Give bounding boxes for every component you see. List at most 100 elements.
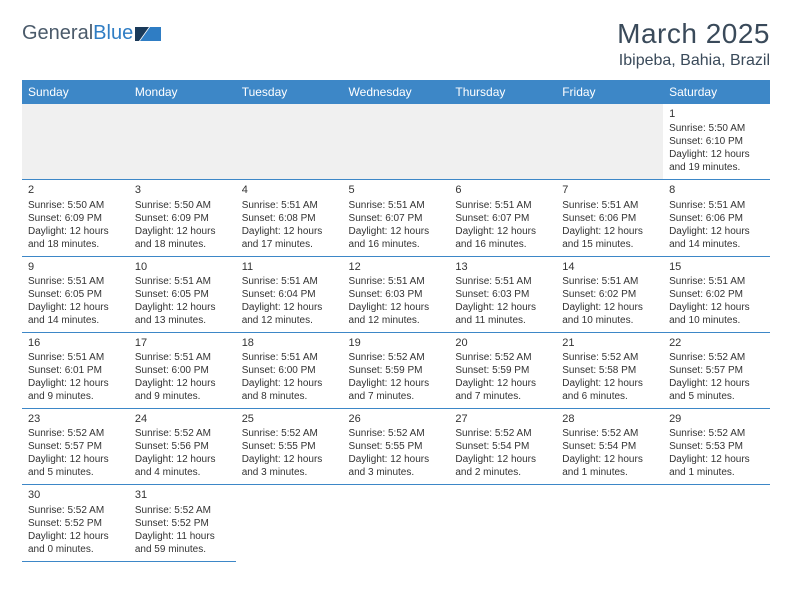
daylight-line-1: Daylight: 12 hours [562,453,657,466]
day-number: 29 [669,412,764,426]
calendar-header-row: SundayMondayTuesdayWednesdayThursdayFrid… [22,80,770,104]
calendar-day-cell: 16Sunrise: 5:51 AMSunset: 6:01 PMDayligh… [22,332,129,408]
calendar-empty-cell [556,104,663,180]
daylight-line-1: Daylight: 12 hours [562,377,657,390]
sunset-line: Sunset: 6:00 PM [135,364,230,377]
location: Ibipeba, Bahia, Brazil [617,52,770,70]
calendar-empty-cell [556,485,663,561]
daylight-line-2: and 10 minutes. [669,314,764,327]
sunrise-line: Sunrise: 5:52 AM [562,427,657,440]
calendar-empty-cell [343,104,450,180]
sunrise-line: Sunrise: 5:52 AM [135,427,230,440]
day-number: 30 [28,488,123,502]
daylight-line-2: and 0 minutes. [28,543,123,556]
sunrise-line: Sunrise: 5:51 AM [455,199,550,212]
calendar-empty-cell [449,104,556,180]
calendar-day-cell: 30Sunrise: 5:52 AMSunset: 5:52 PMDayligh… [22,485,129,561]
calendar-day-cell: 19Sunrise: 5:52 AMSunset: 5:59 PMDayligh… [343,332,450,408]
month-title: March 2025 [617,18,770,50]
day-number: 12 [349,260,444,274]
daylight-line-1: Daylight: 12 hours [242,301,337,314]
sunrise-line: Sunrise: 5:52 AM [669,351,764,364]
daylight-line-2: and 16 minutes. [455,238,550,251]
title-block: March 2025 Ibipeba, Bahia, Brazil [617,18,770,70]
daylight-line-2: and 3 minutes. [349,466,444,479]
daylight-line-2: and 7 minutes. [349,390,444,403]
sunset-line: Sunset: 5:52 PM [135,517,230,530]
daylight-line-2: and 10 minutes. [562,314,657,327]
sunrise-line: Sunrise: 5:51 AM [135,275,230,288]
day-number: 23 [28,412,123,426]
sunset-line: Sunset: 6:09 PM [135,212,230,225]
calendar-day-cell: 21Sunrise: 5:52 AMSunset: 5:58 PMDayligh… [556,332,663,408]
logo: GeneralBlue [22,18,161,45]
calendar-week-row: 2Sunrise: 5:50 AMSunset: 6:09 PMDaylight… [22,180,770,256]
sunrise-line: Sunrise: 5:50 AM [28,199,123,212]
daylight-line-1: Daylight: 12 hours [455,453,550,466]
sunset-line: Sunset: 5:54 PM [455,440,550,453]
sunrise-line: Sunrise: 5:51 AM [242,351,337,364]
sunset-line: Sunset: 6:03 PM [455,288,550,301]
day-number: 3 [135,183,230,197]
sunrise-line: Sunrise: 5:52 AM [28,427,123,440]
sunrise-line: Sunrise: 5:52 AM [349,351,444,364]
daylight-line-1: Daylight: 12 hours [562,225,657,238]
daylight-line-1: Daylight: 12 hours [135,377,230,390]
day-number: 26 [349,412,444,426]
daylight-line-1: Daylight: 11 hours [135,530,230,543]
sunset-line: Sunset: 5:55 PM [349,440,444,453]
day-number: 31 [135,488,230,502]
calendar-empty-cell [22,104,129,180]
calendar-day-cell: 17Sunrise: 5:51 AMSunset: 6:00 PMDayligh… [129,332,236,408]
sunset-line: Sunset: 6:06 PM [669,212,764,225]
logo-flag-icon [135,25,161,43]
daylight-line-1: Daylight: 12 hours [28,225,123,238]
daylight-line-2: and 1 minutes. [562,466,657,479]
day-number: 14 [562,260,657,274]
day-number: 1 [669,107,764,121]
daylight-line-1: Daylight: 12 hours [242,225,337,238]
sunset-line: Sunset: 5:58 PM [562,364,657,377]
daylight-line-1: Daylight: 12 hours [349,225,444,238]
calendar-day-cell: 7Sunrise: 5:51 AMSunset: 6:06 PMDaylight… [556,180,663,256]
sunset-line: Sunset: 6:05 PM [135,288,230,301]
daylight-line-1: Daylight: 12 hours [135,301,230,314]
calendar-empty-cell [236,485,343,561]
sunset-line: Sunset: 5:59 PM [349,364,444,377]
day-header: Saturday [663,80,770,104]
day-header: Tuesday [236,80,343,104]
day-number: 4 [242,183,337,197]
calendar-empty-cell [663,485,770,561]
calendar-day-cell: 9Sunrise: 5:51 AMSunset: 6:05 PMDaylight… [22,256,129,332]
sunset-line: Sunset: 6:08 PM [242,212,337,225]
sunrise-line: Sunrise: 5:51 AM [242,199,337,212]
sunset-line: Sunset: 6:06 PM [562,212,657,225]
daylight-line-2: and 12 minutes. [349,314,444,327]
calendar-day-cell: 2Sunrise: 5:50 AMSunset: 6:09 PMDaylight… [22,180,129,256]
calendar-day-cell: 3Sunrise: 5:50 AMSunset: 6:09 PMDaylight… [129,180,236,256]
day-number: 19 [349,336,444,350]
calendar-day-cell: 20Sunrise: 5:52 AMSunset: 5:59 PMDayligh… [449,332,556,408]
calendar-day-cell: 29Sunrise: 5:52 AMSunset: 5:53 PMDayligh… [663,409,770,485]
sunrise-line: Sunrise: 5:52 AM [242,427,337,440]
calendar-week-row: 30Sunrise: 5:52 AMSunset: 5:52 PMDayligh… [22,485,770,561]
day-number: 20 [455,336,550,350]
day-number: 8 [669,183,764,197]
calendar-body: 1Sunrise: 5:50 AMSunset: 6:10 PMDaylight… [22,104,770,561]
daylight-line-2: and 15 minutes. [562,238,657,251]
day-number: 15 [669,260,764,274]
sunrise-line: Sunrise: 5:51 AM [349,275,444,288]
sunrise-line: Sunrise: 5:52 AM [669,427,764,440]
daylight-line-1: Daylight: 12 hours [28,530,123,543]
daylight-line-2: and 12 minutes. [242,314,337,327]
day-number: 5 [349,183,444,197]
sunset-line: Sunset: 5:55 PM [242,440,337,453]
day-number: 22 [669,336,764,350]
daylight-line-2: and 11 minutes. [455,314,550,327]
calendar-day-cell: 27Sunrise: 5:52 AMSunset: 5:54 PMDayligh… [449,409,556,485]
calendar-table: SundayMondayTuesdayWednesdayThursdayFrid… [22,80,770,562]
daylight-line-2: and 8 minutes. [242,390,337,403]
day-number: 17 [135,336,230,350]
sunrise-line: Sunrise: 5:52 AM [562,351,657,364]
daylight-line-1: Daylight: 12 hours [349,377,444,390]
